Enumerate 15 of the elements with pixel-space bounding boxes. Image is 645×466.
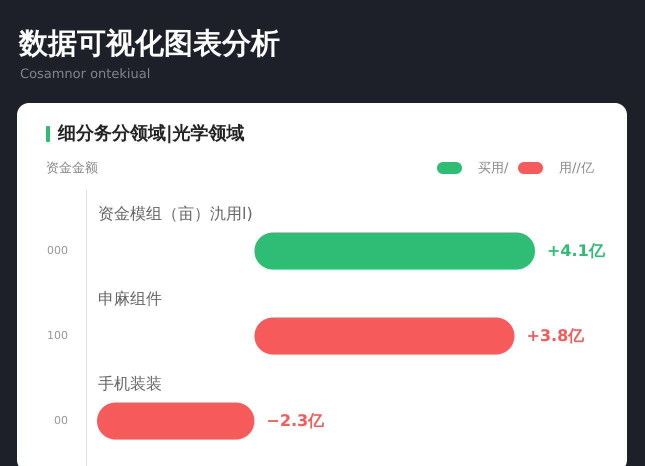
legend-label: 用//亿 [559,161,594,176]
y-axis-title: 资金金额 [46,161,98,176]
data-label: −2.3亿 [266,411,326,430]
data-label: +4.1亿 [547,241,606,260]
chart-subtitle: Cosamnor ontekiual [20,67,150,82]
text: 100 [47,329,68,342]
text: 00 [54,414,68,427]
y-tick-label: 申麻组件 [98,289,162,308]
legend-label: 买用/ [478,161,509,176]
y-tick-label: 手机装装 [98,374,162,393]
text: 细分务分领域|光学领域 [57,123,245,144]
data-label: +3.8亿 [526,326,586,345]
chart-title: 数据可视化图表分析 [18,26,280,60]
text: 000 [47,244,68,257]
y-tick-label: 资金模组（亩）氿用l) [98,204,253,223]
